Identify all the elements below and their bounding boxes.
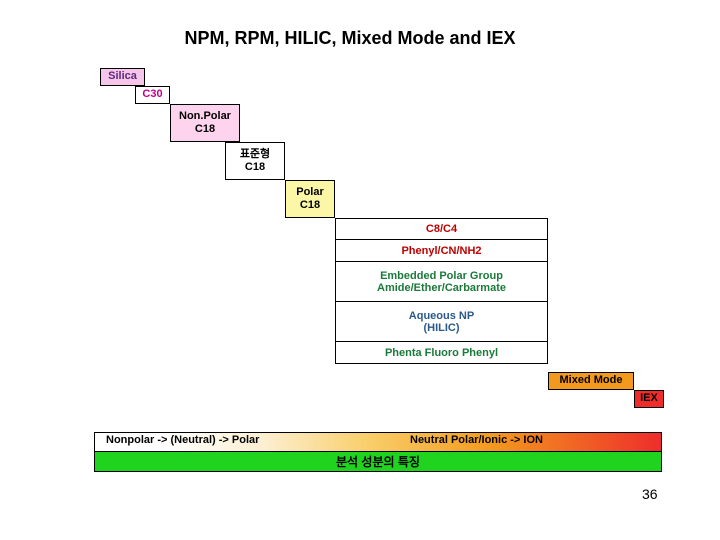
page-number: 36 <box>642 486 658 502</box>
box-c30: C30 <box>135 86 170 104</box>
row-aqueous: Aqueous NP (HILIC) <box>335 302 548 342</box>
box-silica: Silica <box>100 68 145 86</box>
box-iex: IEX <box>634 390 664 408</box>
scale-label-left: Nonpolar -> (Neutral) -> Polar <box>106 434 356 446</box>
scale-label-right: Neutral Polar/Ionic -> ION <box>410 434 650 446</box>
page-title: NPM, RPM, HILIC, Mixed Mode and IEX <box>130 28 570 49</box>
green-caption-bar: 분석 성분의 특징 <box>94 452 662 472</box>
row-c8c4: C8/C4 <box>335 218 548 240</box>
row-embedded: Embedded Polar Group Amide/Ether/Carbarm… <box>335 262 548 302</box>
row-pfp: Phenta Fluoro Phenyl <box>335 342 548 364</box>
box-nonpolar-c18: Non.Polar C18 <box>170 104 240 142</box>
box-standard-c18: 표준형 C18 <box>225 142 285 180</box>
row-phenyl: Phenyl/CN/NH2 <box>335 240 548 262</box>
box-mixed-mode: Mixed Mode <box>548 372 634 390</box>
box-polar-c18: Polar C18 <box>285 180 335 218</box>
